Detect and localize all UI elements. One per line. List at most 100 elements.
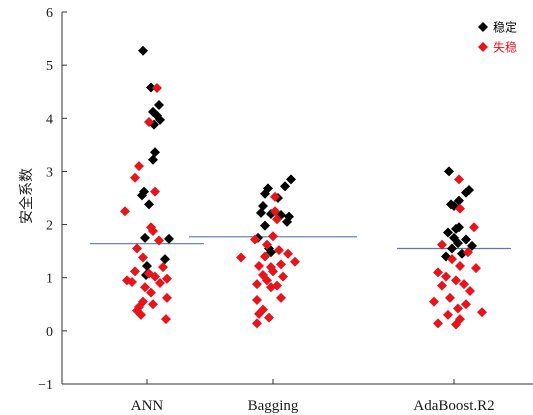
data-point <box>280 181 290 192</box>
y-tick-label: 6 <box>46 6 53 21</box>
mean-lines <box>90 236 511 250</box>
y-tick-label: 0 <box>46 325 53 340</box>
data-point <box>150 271 160 282</box>
y-tick-label: 1 <box>46 272 53 287</box>
data-point <box>461 187 471 198</box>
data-point <box>276 292 286 303</box>
data-points <box>120 45 487 330</box>
data-point <box>148 299 158 310</box>
x-tick-label: ANN <box>131 398 164 414</box>
data-point <box>264 312 274 323</box>
data-point <box>270 206 280 217</box>
data-point <box>453 303 463 314</box>
data-point <box>146 82 156 93</box>
data-point <box>455 261 465 272</box>
y-tick-label: −1 <box>38 378 53 393</box>
data-point <box>155 278 165 289</box>
y-tick-label: 5 <box>46 59 53 74</box>
data-point <box>283 248 293 259</box>
data-point <box>150 147 160 158</box>
data-point <box>152 82 162 93</box>
data-point <box>142 261 152 272</box>
data-point <box>453 238 463 249</box>
data-point <box>162 273 172 284</box>
data-point <box>437 280 447 291</box>
data-point <box>136 309 146 320</box>
data-point <box>286 174 296 185</box>
data-point <box>268 231 278 242</box>
data-point <box>148 225 158 236</box>
data-point <box>146 287 156 298</box>
data-point <box>477 307 487 318</box>
data-point <box>260 251 270 262</box>
data-point <box>262 275 272 286</box>
data-point <box>454 174 464 185</box>
data-point <box>260 220 270 231</box>
data-point <box>162 292 172 303</box>
data-point <box>274 245 284 256</box>
data-point <box>443 227 453 238</box>
data-point <box>451 223 461 234</box>
data-point <box>447 243 457 254</box>
legend-label: 失稳 <box>493 40 517 55</box>
y-axis-label: 安全系数 <box>18 168 35 224</box>
data-point <box>256 207 266 218</box>
x-tick-label: AdaBoost.R2 <box>413 398 494 414</box>
data-point <box>266 282 276 293</box>
data-point <box>433 318 443 329</box>
data-point <box>144 117 154 128</box>
data-point <box>454 195 464 206</box>
data-point <box>451 275 461 286</box>
data-point <box>262 239 272 250</box>
data-point <box>252 279 262 290</box>
data-point <box>455 203 465 214</box>
data-point <box>276 259 286 270</box>
data-point <box>471 263 481 274</box>
data-point <box>463 247 473 258</box>
data-point <box>451 319 461 330</box>
data-point <box>465 286 475 296</box>
data-point <box>144 199 154 210</box>
y-tick-label: 2 <box>46 219 53 234</box>
data-point <box>429 296 439 307</box>
data-point <box>437 239 447 250</box>
data-point <box>252 295 262 306</box>
data-point <box>254 308 264 319</box>
data-point <box>120 206 130 217</box>
data-point <box>266 247 276 258</box>
legend-marker <box>478 22 488 32</box>
data-point <box>150 186 160 197</box>
data-point <box>138 252 148 263</box>
data-point <box>127 276 137 287</box>
data-point <box>250 234 260 245</box>
data-point <box>467 240 477 251</box>
data-point <box>270 191 280 202</box>
data-point <box>132 243 142 254</box>
data-point <box>140 232 150 243</box>
data-point <box>160 254 170 265</box>
data-point <box>444 166 454 177</box>
data-point <box>254 261 264 272</box>
data-point <box>461 299 471 310</box>
data-point <box>447 254 457 265</box>
data-point <box>134 161 144 172</box>
data-point <box>137 190 147 201</box>
data-point <box>130 266 140 277</box>
data-point <box>260 188 270 199</box>
data-point <box>445 292 455 303</box>
data-point <box>164 233 174 244</box>
data-point <box>236 252 246 263</box>
data-point <box>154 100 164 110</box>
data-point <box>158 262 168 273</box>
data-point <box>272 214 282 225</box>
data-point <box>469 222 479 233</box>
data-point <box>130 172 140 183</box>
data-point <box>154 235 164 246</box>
data-point <box>155 114 165 125</box>
y-tick-label: 3 <box>46 165 53 180</box>
axes: −1 0 1 2 3 4 5 6 ANN Bagging AdaBoost.R2 <box>38 6 533 414</box>
data-point <box>441 271 451 282</box>
data-point <box>461 234 471 245</box>
